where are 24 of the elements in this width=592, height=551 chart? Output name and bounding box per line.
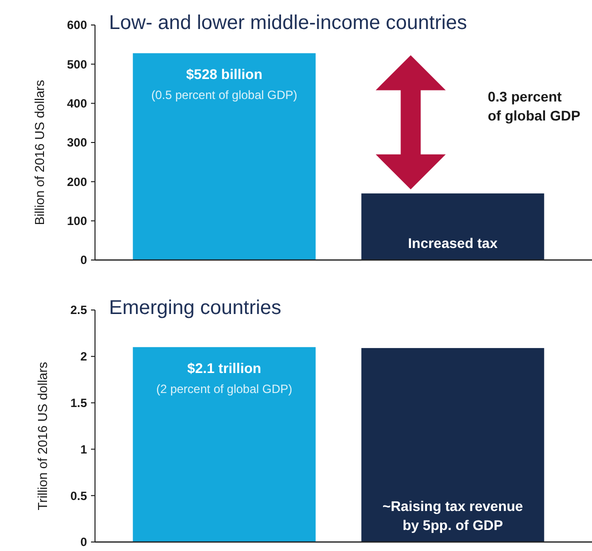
chart-title: Low- and lower middle-income countries	[109, 12, 467, 34]
y-tick-label: 1	[80, 442, 88, 456]
y-tick-label: 100	[66, 214, 88, 228]
annotation: ~Raising tax revenue by 5pp. of GDP	[382, 498, 524, 533]
y-tick-label: 300	[66, 136, 88, 150]
annotation: $2.1 trillion	[187, 360, 262, 376]
y-tick-label: 0	[80, 253, 88, 268]
annotation: 0.3 percent of global GDP	[488, 88, 580, 124]
y-tick-label: 1.5	[70, 396, 88, 410]
chart-title: Emerging countries	[109, 297, 282, 319]
y-tick-label: 2.5	[70, 303, 88, 318]
y-axis-title: Billion of 2016 US dollars	[32, 79, 47, 226]
y-tick-label: 200	[66, 174, 88, 189]
annotation: (0.5 percent of global GDP)	[151, 88, 298, 102]
annotation: (2 percent of global GDP)	[156, 382, 292, 396]
y-tick-label: 600	[66, 18, 88, 32]
y-tick-label: 400	[66, 96, 88, 111]
annotation: $528 billion	[186, 66, 262, 82]
y-axis-title: Trillion of 2016 US dollars	[35, 361, 50, 510]
annotation: Increased tax	[408, 235, 498, 251]
y-tick-label: 0	[80, 535, 88, 550]
y-tick-label: 0.5	[70, 488, 88, 503]
y-tick-label: 500	[66, 57, 88, 72]
y-tick-label: 2	[80, 350, 88, 364]
